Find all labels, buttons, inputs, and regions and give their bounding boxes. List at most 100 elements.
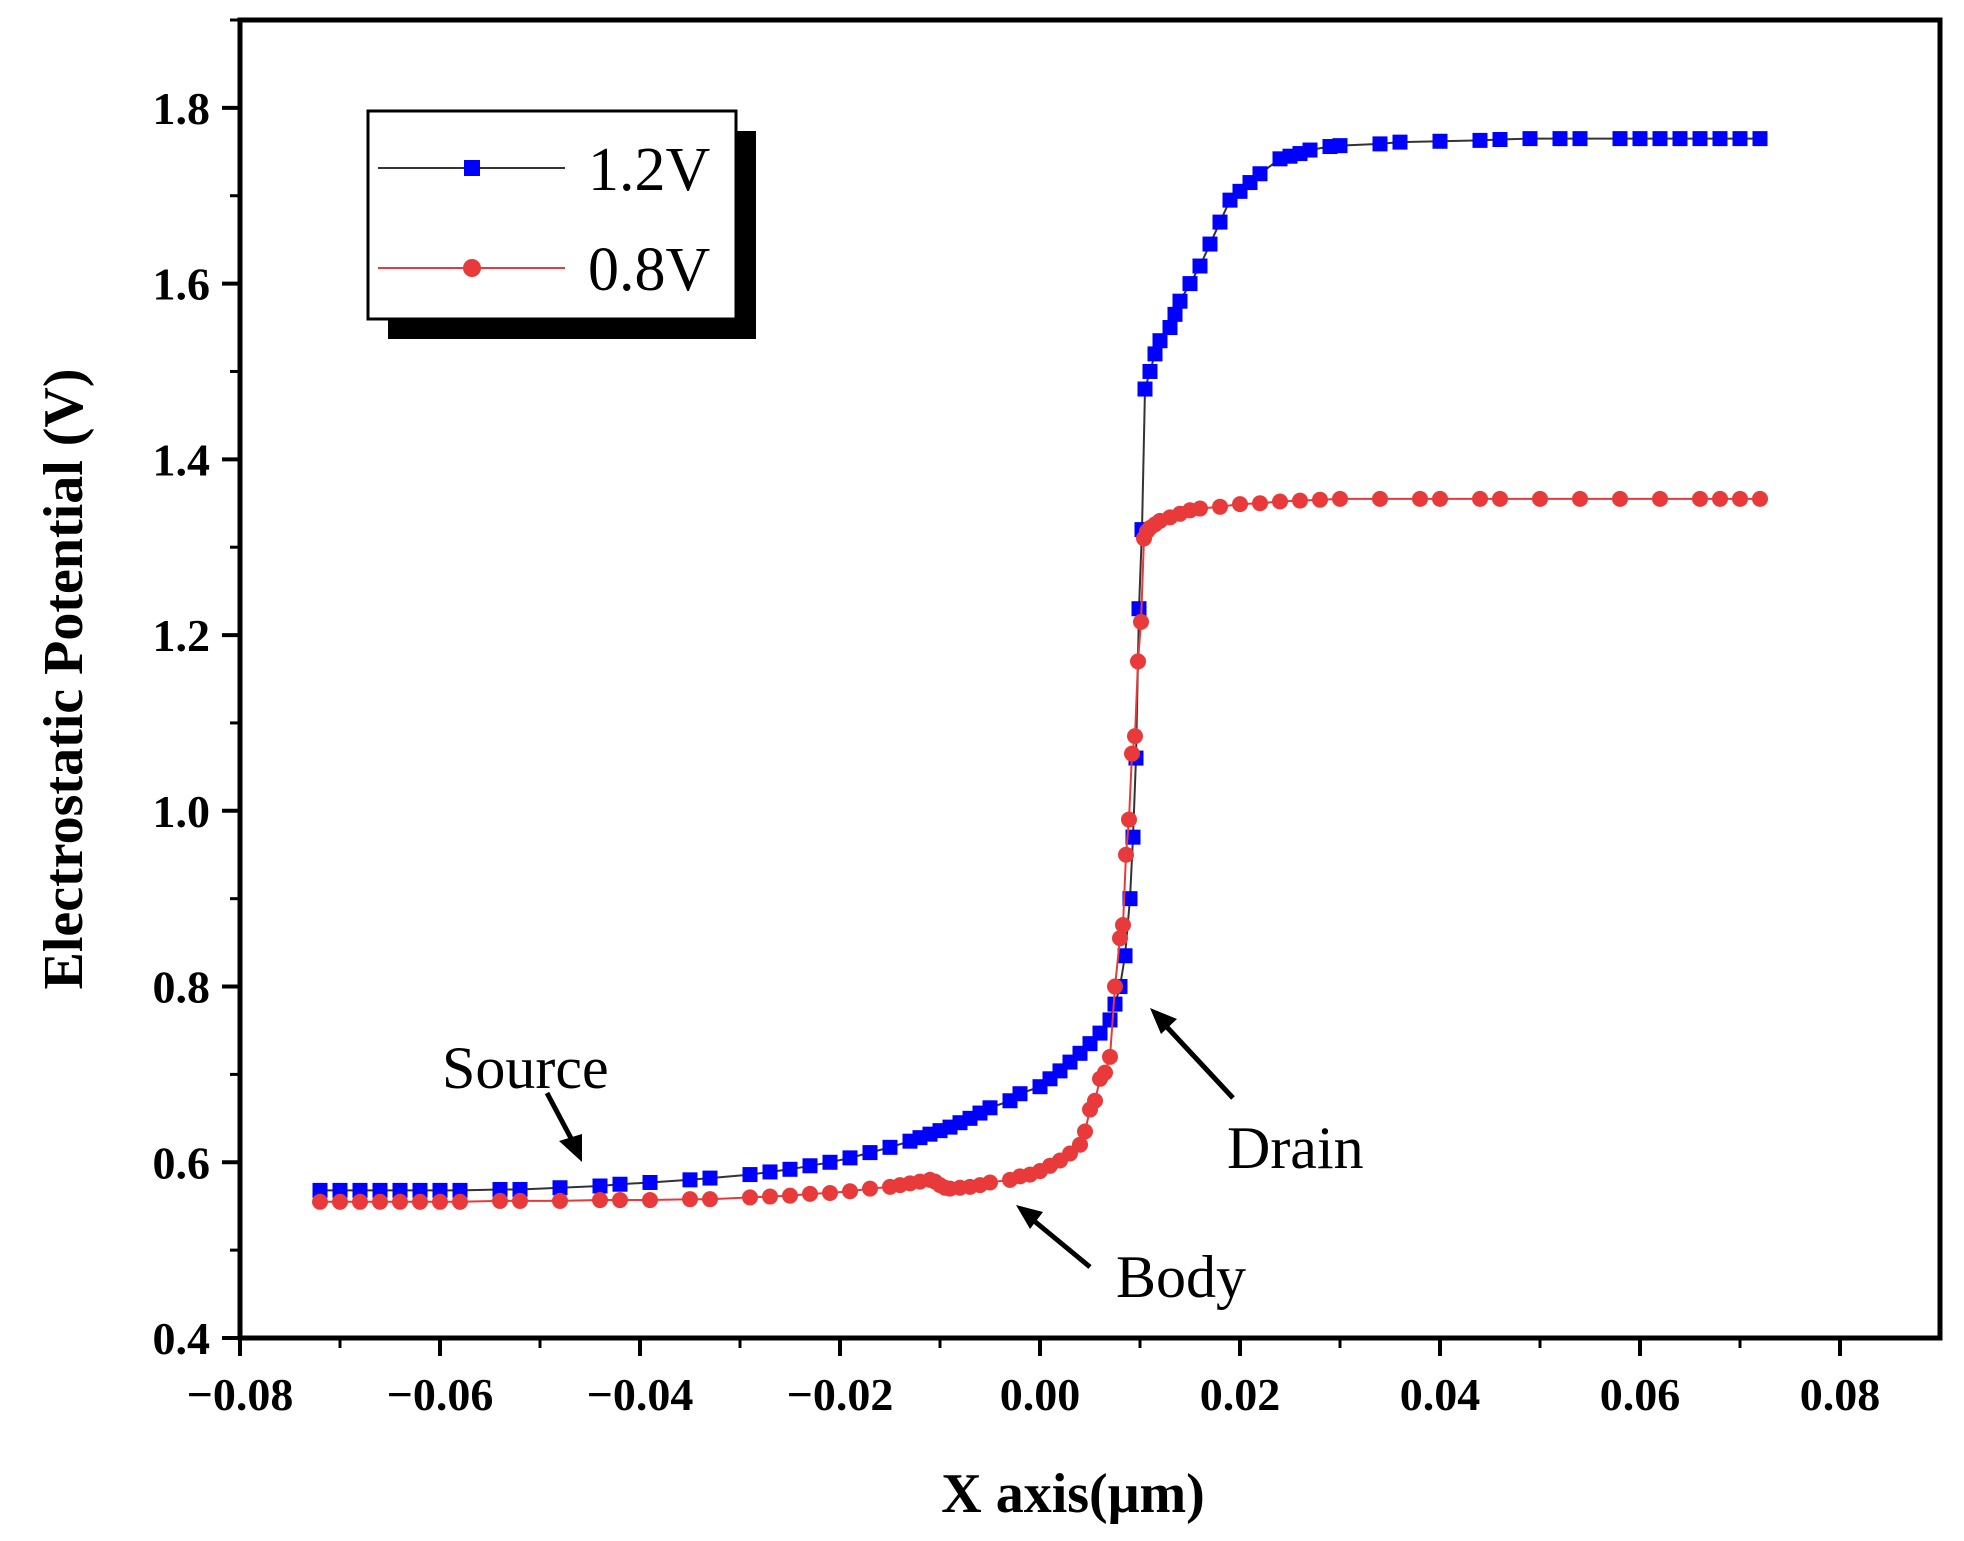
y-axis-ticks: 0.4 0.6 0.8 1.0 1.2 1.4 1.6 1.8 (153, 18, 240, 1364)
data-point-0.8v (1612, 490, 1628, 507)
plot-marks (312, 131, 1768, 1210)
data-point-0.8v (1107, 978, 1123, 995)
data-point-0.8v (1121, 811, 1137, 828)
data-point-1.2v (1632, 131, 1648, 147)
data-point-1.2v (1552, 131, 1568, 147)
y-tick-label: 0.8 (153, 962, 211, 1013)
data-point-0.8v (642, 1192, 658, 1209)
data-point-0.8v (782, 1187, 798, 1204)
data-point-1.2v (642, 1174, 658, 1190)
data-point-0.8v (742, 1189, 758, 1206)
y-tick-label: 0.4 (153, 1313, 211, 1364)
data-point-1.2v (1167, 306, 1183, 322)
data-point-1.2v (682, 1172, 698, 1188)
annotation-body-arrow (1031, 1218, 1092, 1269)
data-point-0.8v (682, 1191, 698, 1208)
legend-label-0.8v: 0.8V (588, 236, 711, 304)
y-tick-label: 1.8 (153, 83, 211, 134)
data-point-0.8v (392, 1193, 408, 1210)
y-tick-label: 0.6 (153, 1137, 211, 1188)
data-point-1.2v (372, 1182, 388, 1198)
data-point-1.2v (1612, 131, 1628, 147)
y-tick-label: 1.2 (153, 610, 211, 661)
data-point-1.2v (742, 1167, 758, 1183)
data-point-0.8v (1115, 917, 1131, 934)
data-point-1.2v (802, 1158, 818, 1174)
data-point-0.8v (1752, 490, 1768, 507)
data-point-0.8v (762, 1188, 778, 1205)
x-tick-label: −0.08 (187, 1369, 294, 1420)
data-point-0.8v (552, 1192, 568, 1209)
x-axis-ticks: −0.08 −0.06 −0.04 −0.02 0.00 0.02 0.04 0.06 0.08 (187, 1338, 1881, 1420)
data-point-1.2v (352, 1182, 368, 1198)
annotation-drain-label: Drain (1227, 1115, 1364, 1181)
data-point-0.8v (1412, 490, 1428, 507)
data-point-1.2v (1372, 136, 1388, 152)
data-point-0.8v (1097, 1064, 1113, 1081)
data-point-0.8v (372, 1193, 388, 1210)
data-point-1.2v (1432, 133, 1448, 149)
data-point-0.8v (1077, 1123, 1093, 1140)
data-point-1.2v (592, 1178, 608, 1194)
data-point-1.2v (702, 1170, 718, 1186)
data-point-0.8v (1192, 500, 1208, 517)
data-point-1.2v (1672, 131, 1688, 147)
y-tick-label: 1.0 (153, 786, 211, 837)
data-point-0.8v (1652, 490, 1668, 507)
data-point-1.2v (512, 1182, 528, 1198)
data-point-1.2v (552, 1180, 568, 1196)
data-point-1.2v (1732, 131, 1748, 147)
data-point-1.2v (1102, 1012, 1118, 1028)
data-point-1.2v (982, 1100, 998, 1116)
data-point-0.8v (702, 1191, 718, 1208)
x-axis-title: X axis(μm) (941, 1463, 1204, 1525)
data-point-1.2v (782, 1161, 798, 1177)
annotation-body-arrowhead (1016, 1205, 1043, 1229)
data-point-1.2v (1492, 131, 1508, 147)
data-point-0.8v (1212, 498, 1228, 515)
data-point-1.2v (842, 1150, 858, 1166)
data-point-0.8v (1572, 490, 1588, 507)
x-tick-label: −0.06 (387, 1369, 494, 1420)
legend-marker-1.2v (464, 160, 480, 176)
data-point-0.8v (452, 1193, 468, 1210)
data-point-1.2v (1012, 1086, 1028, 1102)
data-point-0.8v (1232, 496, 1248, 513)
data-point-0.8v (862, 1180, 878, 1197)
data-point-0.8v (1252, 495, 1268, 512)
data-point-0.8v (312, 1193, 328, 1210)
data-point-1.2v (1302, 142, 1318, 158)
data-point-0.8v (1118, 846, 1134, 863)
data-point-0.8v (1292, 492, 1308, 509)
data-point-0.8v (842, 1183, 858, 1200)
data-point-1.2v (1107, 996, 1123, 1012)
data-point-1.2v (1522, 131, 1538, 147)
data-point-1.2v (1131, 601, 1147, 617)
annotations: Source Drain Body (442, 1008, 1364, 1310)
data-point-0.8v (1492, 490, 1508, 507)
data-point-0.8v (1124, 745, 1140, 762)
x-tick-label: 0.08 (1800, 1369, 1881, 1420)
data-point-0.8v (1312, 491, 1328, 508)
annotation-body-label: Body (1116, 1244, 1246, 1310)
data-point-1.2v (492, 1182, 508, 1198)
annotation-source-arrowhead (559, 1134, 582, 1162)
data-point-0.8v (332, 1193, 348, 1210)
data-point-1.2v (762, 1164, 778, 1180)
data-point-0.8v (982, 1174, 998, 1191)
y-tick-label: 1.4 (153, 434, 211, 485)
data-point-1.2v (1472, 132, 1488, 148)
data-point-1.2v (882, 1139, 898, 1155)
data-point-1.2v (412, 1182, 428, 1198)
annotation-source-label: Source (442, 1035, 609, 1101)
data-point-0.8v (612, 1192, 628, 1209)
data-point-0.8v (1692, 490, 1708, 507)
x-tick-label: 0.06 (1600, 1369, 1681, 1420)
data-point-0.8v (352, 1193, 368, 1210)
data-point-1.2v (1392, 134, 1408, 150)
data-point-1.2v (312, 1182, 328, 1198)
x-tick-label: 0.02 (1200, 1369, 1281, 1420)
data-point-1.2v (1162, 320, 1178, 336)
annotation-drain-arrowhead (1150, 1008, 1177, 1034)
